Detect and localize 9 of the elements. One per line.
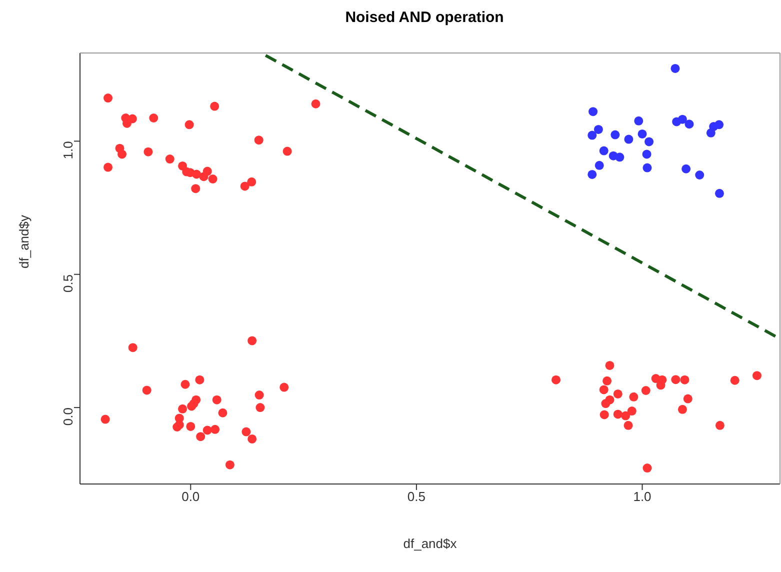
x-tick-label: 0.0 bbox=[182, 489, 200, 504]
chart-title: Noised AND operation bbox=[344, 8, 505, 28]
y-axis-title: df_and$y bbox=[16, 214, 32, 268]
x-tick-label: 0.5 bbox=[407, 489, 426, 504]
y-tick-label: 1.0 bbox=[60, 141, 76, 160]
x-tick-label: 1.0 bbox=[633, 489, 652, 504]
y-tick-label: 0.5 bbox=[60, 274, 76, 292]
y-tick-label: 0.0 bbox=[60, 408, 76, 426]
x-axis-title: df_and$x bbox=[403, 536, 458, 551]
